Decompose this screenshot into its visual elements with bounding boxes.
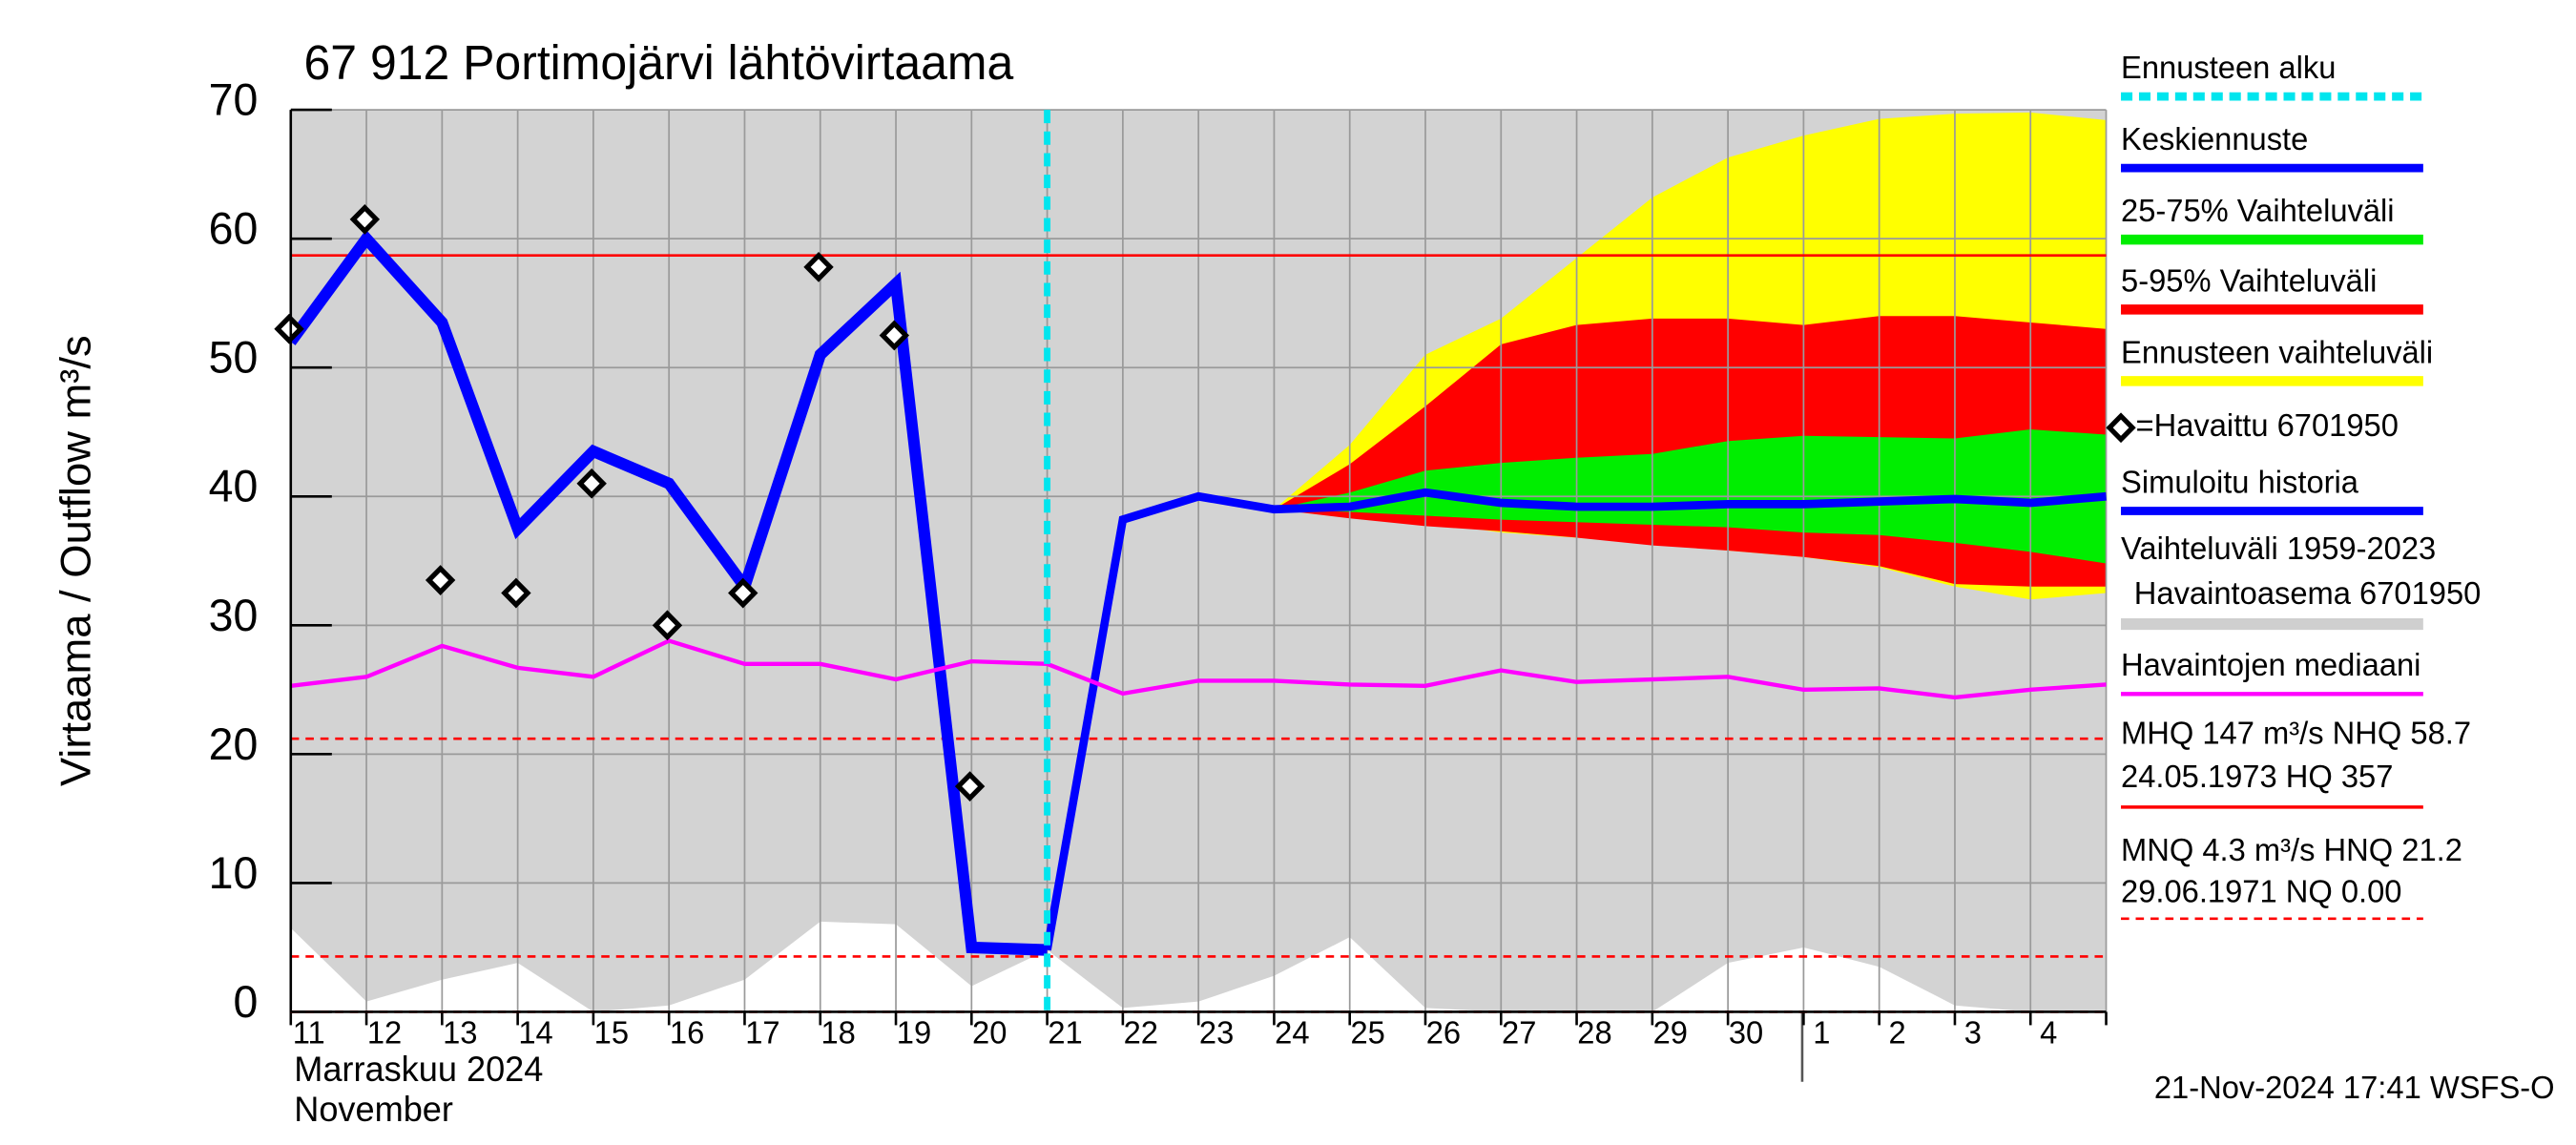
legend-label: 24.05.1973 HQ 357 — [2121, 759, 2393, 794]
observation-marker — [954, 771, 986, 802]
legend-label: 5-95% Vaihteluväli — [2121, 262, 2377, 298]
legend-label: Vaihteluväli 1959-2023 — [2121, 531, 2436, 566]
x-tick-label: 1 — [1813, 1014, 1830, 1050]
x-tick-label: 13 — [443, 1014, 477, 1050]
y-tick-label: 70 — [209, 74, 259, 124]
series-line — [1043, 488, 2107, 951]
y-tick-label: 10 — [209, 848, 259, 898]
x-tick-label: 27 — [1502, 1014, 1536, 1050]
x-tick-label: 30 — [1729, 1014, 1763, 1050]
x-tick-label: 21 — [1048, 1014, 1082, 1050]
x-tick-label: 2 — [1889, 1014, 1906, 1050]
y-axis-label: Virtaama / Outflow m³/s — [52, 335, 100, 786]
observation-marker — [803, 251, 834, 282]
x-tick-label: 28 — [1577, 1014, 1611, 1050]
observation-marker — [349, 203, 381, 235]
x-tick-label: 18 — [821, 1014, 856, 1050]
legend-label: Ennusteen vaihteluväli — [2121, 334, 2433, 369]
x-tick-label: 24 — [1275, 1014, 1309, 1050]
x-tick-label: 16 — [670, 1014, 704, 1050]
x-tick-label: 12 — [367, 1014, 402, 1050]
x-tick-label: 25 — [1350, 1014, 1384, 1050]
legend-label: Ennusteen alku — [2121, 50, 2336, 85]
y-tick-label: 40 — [209, 461, 259, 510]
y-tick-label: 30 — [209, 591, 259, 640]
legend-label: MNQ 4.3 m³/s HNQ 21.2 — [2121, 832, 2462, 867]
y-tick-label: 20 — [209, 719, 259, 769]
observation-marker — [501, 577, 531, 609]
x-axis-label: November — [294, 1090, 453, 1129]
x-axis-label: Marraskuu 2024 — [294, 1050, 543, 1089]
series-line — [285, 229, 1048, 956]
x-tick-label: 15 — [594, 1014, 629, 1050]
legend-label: Simuloitu historia — [2121, 464, 2359, 499]
x-tick-label: 22 — [1124, 1014, 1158, 1050]
legend-marker — [2106, 412, 2136, 444]
x-tick-label: 14 — [518, 1014, 552, 1050]
y-tick-label: 60 — [209, 203, 259, 253]
observation-marker — [652, 610, 683, 641]
legend-label: 29.06.1971 NQ 0.00 — [2121, 873, 2401, 908]
observation-marker — [879, 320, 910, 351]
legend-label: Havaintojen mediaani — [2121, 647, 2420, 682]
footer: 21-Nov-2024 17:41 WSFS-O — [2154, 1070, 2555, 1105]
legend-label: =Havaittu 6701950 — [2136, 407, 2399, 443]
x-tick-label: 19 — [897, 1014, 931, 1050]
x-tick-label: 4 — [2040, 1014, 2057, 1050]
observation-marker — [425, 565, 456, 595]
x-tick-label: 17 — [745, 1014, 779, 1050]
x-tick-label: 3 — [1964, 1014, 1982, 1050]
chart-title: 67 912 Portimojärvi lähtövirtaama — [304, 36, 1014, 90]
series-line — [290, 638, 2107, 700]
y-tick-label: 0 — [233, 977, 258, 1027]
x-tick-label: 23 — [1199, 1014, 1234, 1050]
x-tick-label: 26 — [1426, 1014, 1461, 1050]
legend-label: 25-75% Vaihteluväli — [2121, 193, 2395, 228]
y-tick-label: 50 — [209, 332, 259, 382]
observation-marker — [728, 577, 758, 609]
observation-marker — [274, 313, 304, 344]
observation-marker — [576, 468, 607, 499]
legend-label: Keskiennuste — [2121, 121, 2308, 156]
legend-label: Havaintoasema 6701950 — [2134, 575, 2482, 611]
legend-label: MHQ 147 m³/s NHQ 58.7 — [2121, 715, 2471, 750]
x-tick-label: 20 — [972, 1014, 1007, 1050]
x-tick-label: 29 — [1653, 1014, 1688, 1050]
x-tick-label: 11 — [293, 1014, 325, 1050]
